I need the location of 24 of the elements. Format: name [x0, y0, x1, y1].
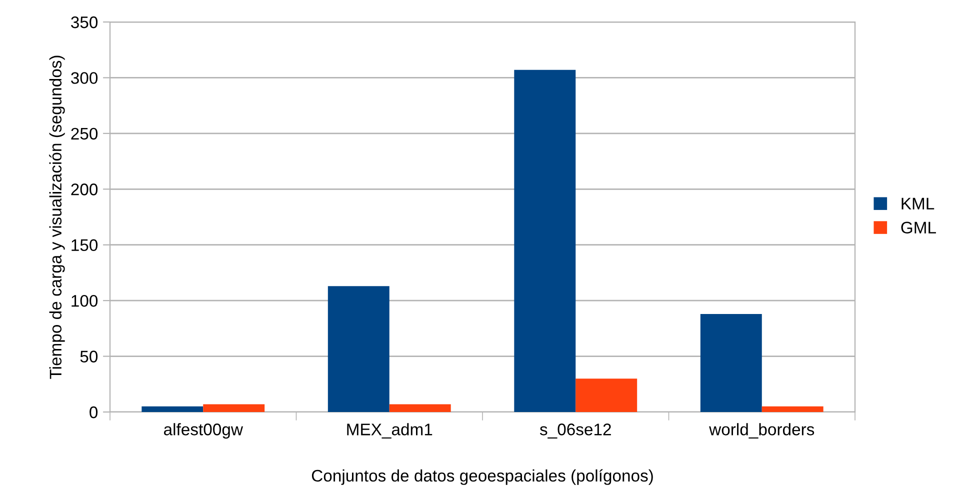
- y-tick-label: 250: [71, 128, 98, 140]
- legend-label: GML: [901, 222, 936, 234]
- bar: [700, 314, 762, 412]
- y-tick-label: 0: [90, 406, 98, 418]
- y-tick-label: 150: [72, 239, 98, 252]
- y-tick-label: 50: [80, 350, 98, 362]
- bar: [514, 70, 576, 412]
- x-tick-label: MEX_adm1: [347, 423, 432, 438]
- y-tick-label: 100: [72, 294, 98, 307]
- bar: [203, 404, 265, 412]
- x-tick-label: world_borders: [709, 423, 814, 438]
- bar: [389, 404, 451, 412]
- legend-label: KML: [902, 198, 934, 210]
- y-tick-label: 300: [71, 72, 98, 84]
- x-tick-label: alfest00gw: [164, 423, 244, 439]
- bar: [328, 286, 390, 412]
- x-axis-title: Conjuntos de datos geoespaciales (polígonos): [312, 469, 653, 485]
- y-axis-title: Tiempo de carga y visualización (segundos): [49, 56, 65, 379]
- y-tick-label: 350: [71, 16, 98, 28]
- bar: [762, 406, 824, 412]
- bar: [142, 406, 204, 412]
- x-tick-label: s_06se12: [540, 424, 611, 438]
- y-tick-label: 200: [71, 184, 98, 196]
- bar: [576, 378, 638, 412]
